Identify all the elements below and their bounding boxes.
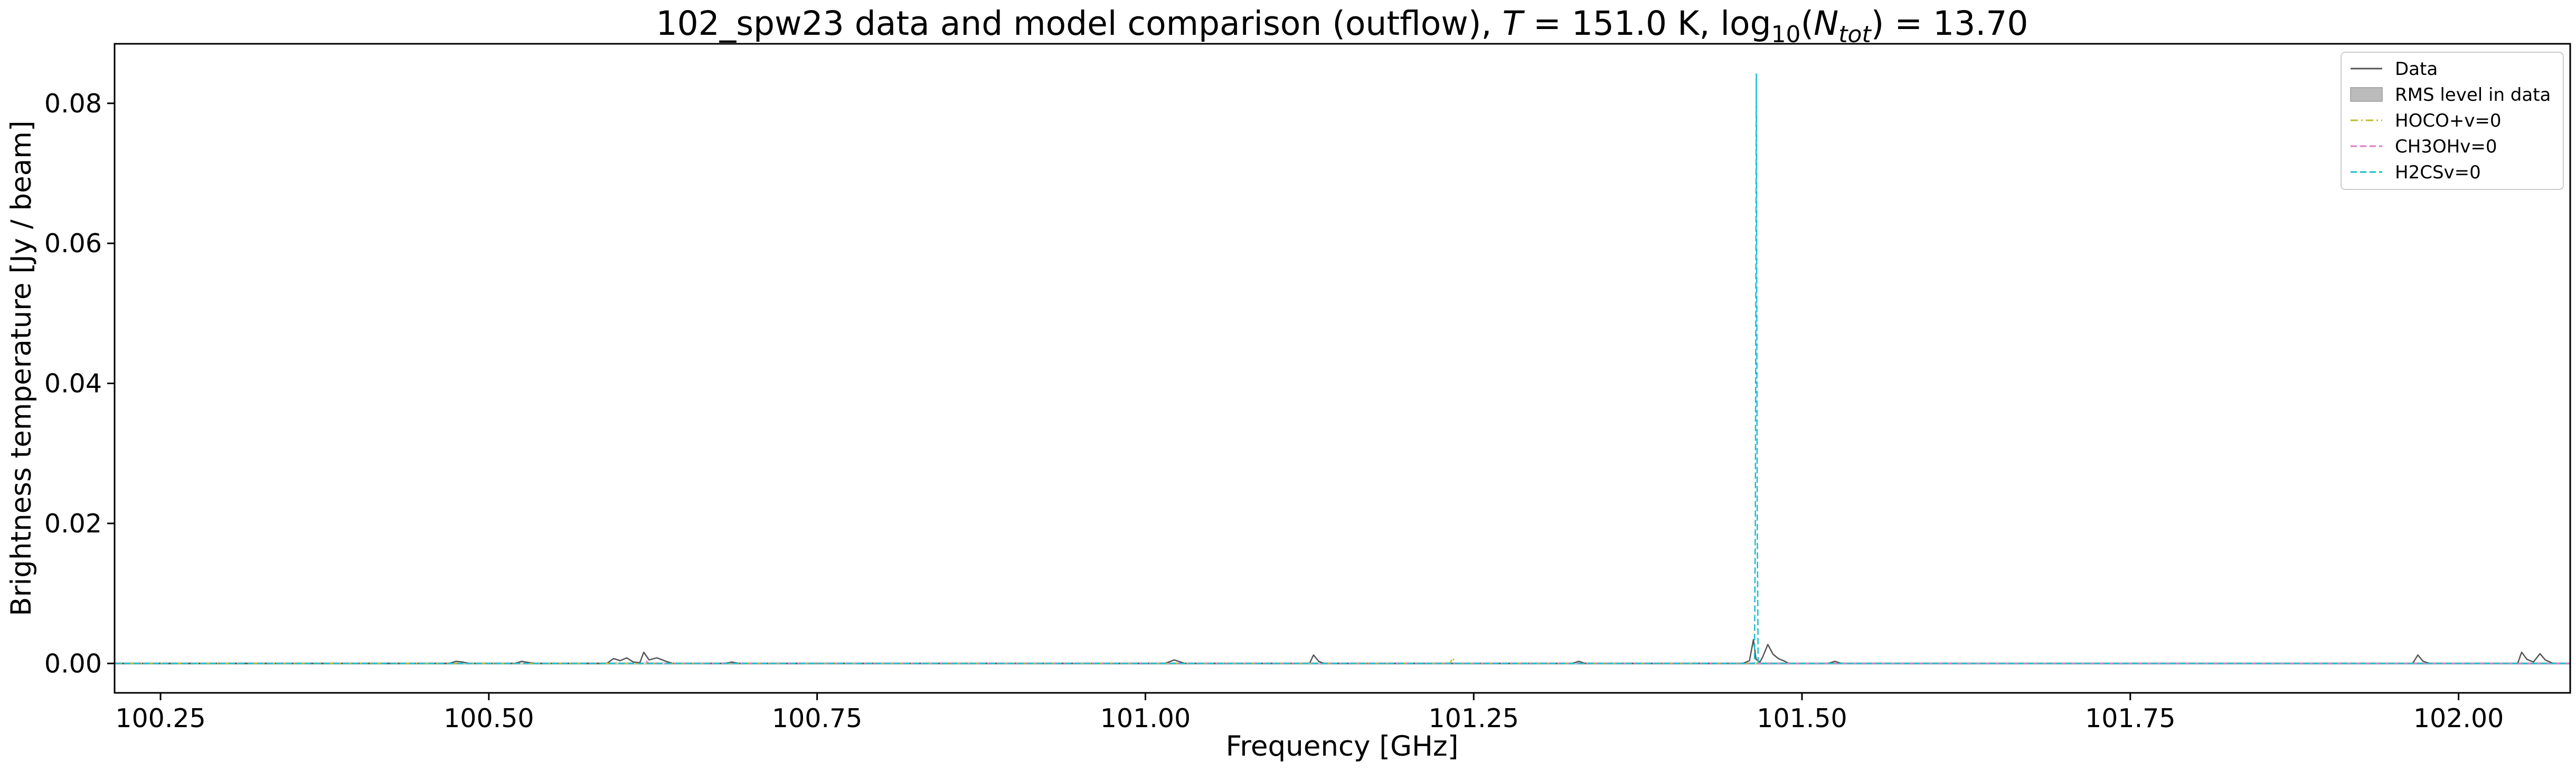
x-axis: 100.25 100.50 100.75 101.00 101.25 101.50 101.… (115, 693, 2504, 733)
series-line-3 (115, 73, 2570, 664)
series-layer (115, 73, 2570, 665)
x-tick-label: 102.00 (2413, 703, 2504, 733)
plot-frame (114, 43, 2571, 694)
x-tick-label: 101.75 (2085, 703, 2175, 733)
y-axis: 0.00 0.02 0.04 0.06 0.08 (44, 89, 115, 679)
legend-label: H2CSv=0 (2395, 162, 2481, 183)
x-tick-label: 101.50 (1757, 703, 1847, 733)
legend-label: RMS level in data (2395, 84, 2551, 106)
y-axis-title: Brightness temperature [Jy / beam] (5, 120, 37, 616)
x-tick-label: 101.25 (1428, 703, 1518, 733)
y-tick-label: 0.02 (44, 509, 102, 539)
x-tick-label: 100.50 (444, 703, 534, 733)
x-tick-label: 100.25 (115, 703, 205, 733)
series-line-0 (115, 638, 2570, 664)
chart-title: 102_spw23 data and model comparison (out… (656, 4, 2028, 48)
y-tick-label: 0.00 (44, 649, 102, 679)
y-tick-label: 0.06 (44, 228, 102, 259)
x-tick-label: 101.00 (1100, 703, 1191, 733)
legend-label: CH3OHv=0 (2395, 136, 2497, 157)
y-tick-label: 0.04 (44, 369, 102, 399)
x-axis-title: Frequency [GHz] (1226, 730, 1459, 763)
x-tick-label: 100.75 (772, 703, 862, 733)
legend-label: Data (2395, 59, 2438, 80)
legend-swatch (2350, 87, 2383, 102)
legend: Data RMS level in data HOCO+v=0 CH3OHv=0 H2C… (2341, 52, 2564, 190)
y-tick-label: 0.08 (44, 89, 102, 119)
legend-box (2341, 52, 2564, 190)
legend-label: HOCO+v=0 (2395, 110, 2502, 131)
